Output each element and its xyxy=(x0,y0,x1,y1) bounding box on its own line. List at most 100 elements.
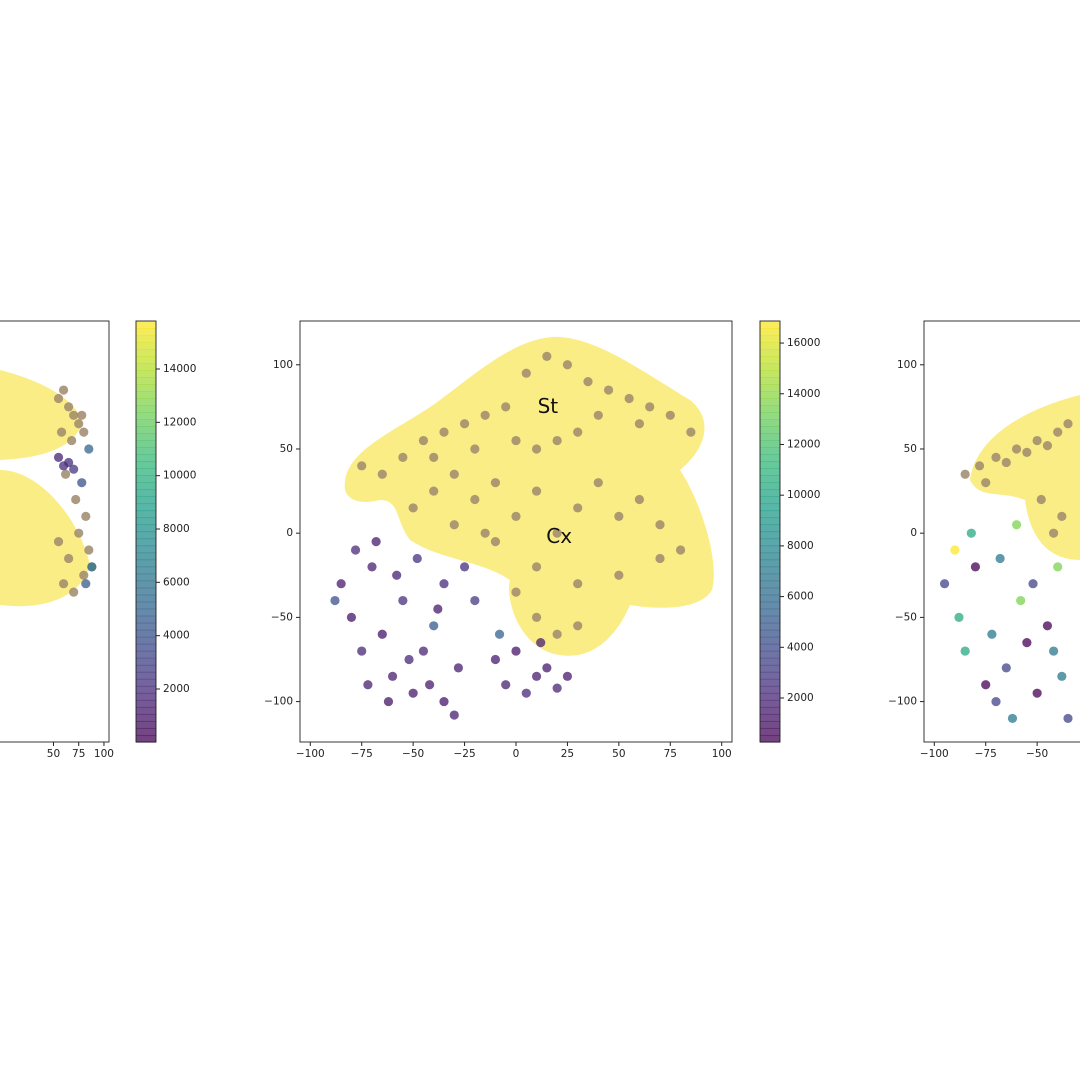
colorbar-segment xyxy=(760,475,780,483)
point xyxy=(987,629,997,639)
point xyxy=(74,419,84,429)
colorbar-segment xyxy=(136,363,156,371)
x-tick-label: 100 xyxy=(94,748,114,760)
colorbar-segment xyxy=(136,405,156,413)
point xyxy=(408,503,418,513)
point xyxy=(536,638,546,648)
point xyxy=(67,435,77,446)
colorbar-segment xyxy=(760,657,780,666)
point xyxy=(960,646,970,656)
point xyxy=(531,671,542,681)
point xyxy=(346,612,357,622)
point xyxy=(56,427,67,437)
colorbar-segment xyxy=(136,489,156,498)
region-hull xyxy=(0,370,90,607)
point xyxy=(79,427,89,437)
colorbar-segment xyxy=(136,720,156,729)
point xyxy=(593,478,603,488)
colorbar-tick-label: 8000 xyxy=(787,540,814,552)
point xyxy=(531,444,542,454)
x-tick-label: 75 xyxy=(664,748,677,760)
point xyxy=(470,444,480,454)
colorbar-segment xyxy=(760,608,780,617)
point xyxy=(490,654,501,665)
point xyxy=(1049,528,1059,538)
colorbar-segment xyxy=(760,482,780,490)
colorbar-segment xyxy=(136,615,156,624)
colorbar-segment xyxy=(760,706,780,715)
point xyxy=(552,683,562,693)
point xyxy=(511,587,521,597)
point xyxy=(1057,671,1067,681)
colorbar-segment xyxy=(760,587,780,596)
colorbar-frame xyxy=(759,320,781,743)
colorbar-segment xyxy=(760,391,780,399)
point xyxy=(439,579,449,589)
point xyxy=(87,562,97,572)
colorbar-segment xyxy=(136,510,156,519)
colorbar-segment xyxy=(136,636,156,645)
point xyxy=(624,393,634,404)
colorbar-segment xyxy=(760,552,780,561)
colorbar-segment xyxy=(760,412,780,420)
point xyxy=(1001,457,1011,468)
colorbar-tick-label: 8000 xyxy=(163,523,190,535)
point xyxy=(398,595,408,606)
colorbar-segment xyxy=(760,643,780,652)
colorbar-segment xyxy=(136,608,156,617)
point xyxy=(511,511,521,521)
colorbar-segment xyxy=(136,384,156,392)
colorbar-tick-label: 2000 xyxy=(163,683,190,695)
point xyxy=(53,537,64,547)
colorbar-segment xyxy=(136,503,156,512)
point xyxy=(71,494,81,505)
point xyxy=(1049,646,1059,656)
point xyxy=(371,537,381,547)
point xyxy=(542,663,552,673)
point xyxy=(1042,621,1053,631)
colorbar-segment xyxy=(136,706,156,715)
point xyxy=(542,351,552,361)
point xyxy=(991,696,1001,707)
point xyxy=(383,696,394,707)
point xyxy=(480,410,490,420)
colorbar-segment xyxy=(760,356,780,364)
colorbar-segment xyxy=(760,342,780,350)
point xyxy=(336,579,346,589)
colorbar-segment xyxy=(136,517,156,526)
colorbar-segment xyxy=(760,510,780,519)
colorbar-segment xyxy=(760,734,780,743)
x-tick-label: 25 xyxy=(561,748,574,760)
point xyxy=(69,464,79,474)
colorbar-segment xyxy=(136,734,156,743)
point xyxy=(418,435,429,446)
point xyxy=(974,461,985,471)
point xyxy=(84,545,94,555)
colorbar-segment xyxy=(760,419,780,427)
point xyxy=(634,494,645,505)
point xyxy=(552,435,562,446)
point xyxy=(490,478,501,488)
colorbar-segment xyxy=(760,531,780,540)
colorbar-segment xyxy=(760,503,780,512)
point xyxy=(511,646,521,656)
point xyxy=(64,457,74,468)
point xyxy=(1032,688,1042,698)
colorbar-segment xyxy=(136,643,156,652)
colorbar-segment xyxy=(136,538,156,547)
point xyxy=(367,562,377,572)
colorbar-segment xyxy=(136,629,156,638)
colorbar-tick-label: 6000 xyxy=(163,576,190,588)
colorbar xyxy=(136,321,156,743)
colorbar-segment xyxy=(136,727,156,736)
colorbar-frame xyxy=(135,320,157,743)
colorbar-segment xyxy=(136,447,156,455)
colorbar-segment xyxy=(760,433,780,441)
colorbar-segment xyxy=(136,580,156,589)
point xyxy=(1063,419,1073,429)
point xyxy=(562,360,573,370)
point xyxy=(531,562,542,572)
colorbar-segment xyxy=(760,426,780,434)
x-tick-label: −75 xyxy=(351,748,373,760)
point xyxy=(960,469,970,479)
